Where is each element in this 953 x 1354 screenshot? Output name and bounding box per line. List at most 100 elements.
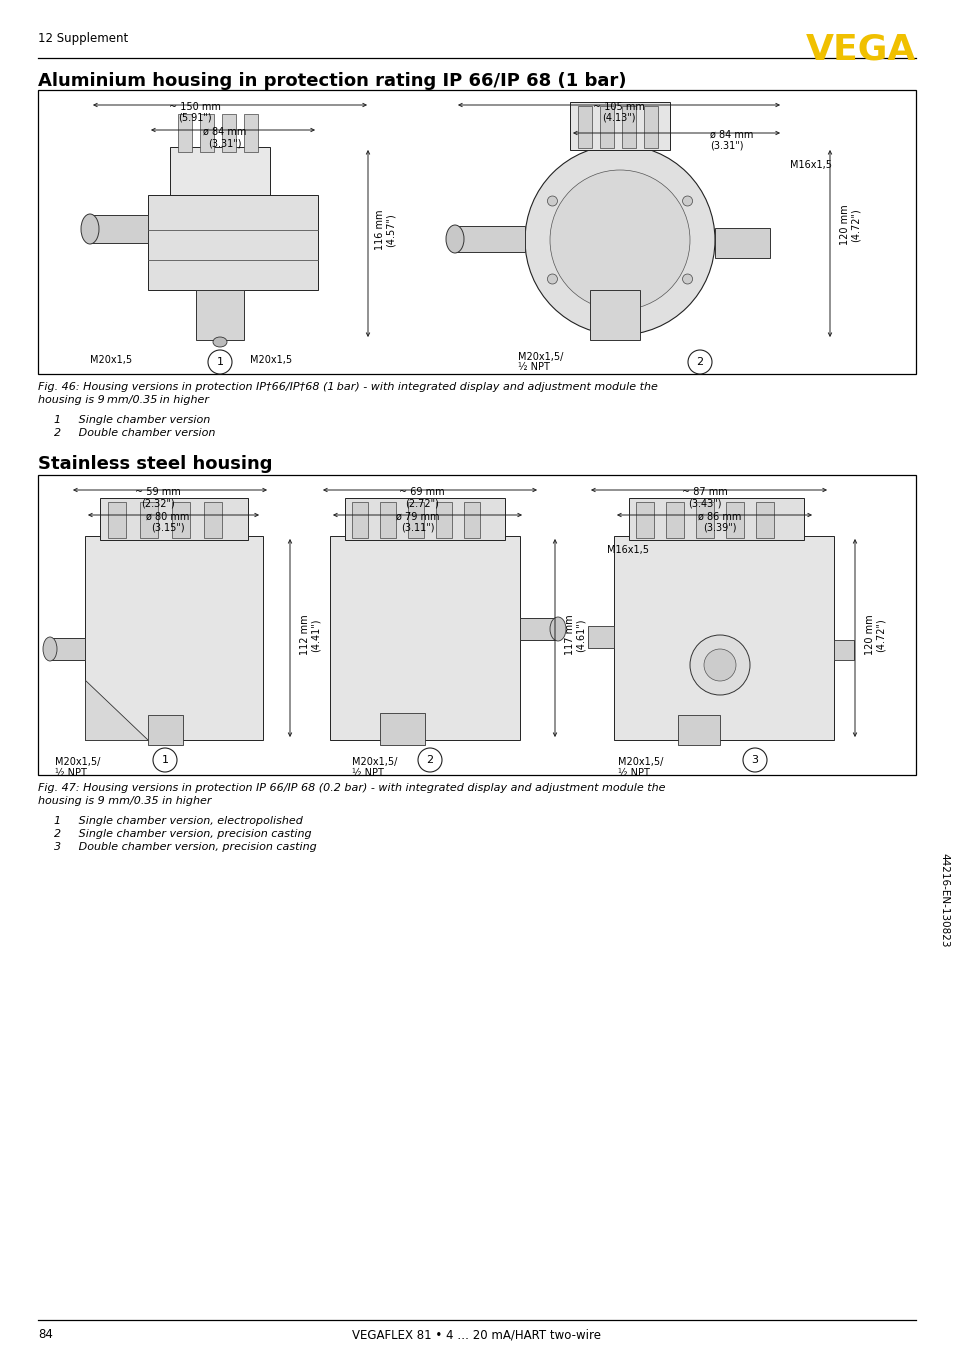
Bar: [678, 715, 720, 745]
Text: M20x1,5: M20x1,5: [90, 355, 132, 366]
Text: (4.72"): (4.72"): [850, 209, 861, 242]
Bar: [665, 502, 683, 538]
Text: ø 84 mm: ø 84 mm: [709, 130, 753, 139]
Bar: [100, 498, 248, 540]
Bar: [696, 502, 713, 538]
Bar: [244, 114, 257, 152]
Text: (3.31"): (3.31"): [709, 141, 742, 152]
Bar: [140, 502, 158, 538]
Text: M20x1,5/: M20x1,5/: [517, 352, 563, 362]
Circle shape: [681, 196, 692, 206]
Circle shape: [703, 649, 735, 681]
Circle shape: [742, 747, 766, 772]
Ellipse shape: [446, 225, 463, 253]
Circle shape: [152, 747, 177, 772]
Bar: [436, 502, 452, 538]
Bar: [38, 475, 915, 774]
Bar: [50, 638, 85, 659]
Text: (4.13"): (4.13"): [601, 112, 635, 123]
Text: M20x1,5/: M20x1,5/: [352, 757, 397, 766]
Text: ½ NPT: ½ NPT: [618, 768, 649, 779]
Text: 1     Single chamber version, electropolished: 1 Single chamber version, electropolishe…: [54, 816, 302, 826]
Text: ~ 59 mm: ~ 59 mm: [135, 487, 181, 497]
Bar: [352, 502, 368, 538]
Text: (3.15"): (3.15"): [151, 523, 185, 533]
Circle shape: [689, 635, 749, 695]
Text: (3.31"): (3.31"): [208, 138, 241, 148]
Text: (3.39"): (3.39"): [702, 523, 736, 533]
Text: 112 mm: 112 mm: [299, 615, 310, 655]
Text: ø 79 mm: ø 79 mm: [395, 512, 439, 523]
Text: 116 mm: 116 mm: [375, 210, 385, 250]
Polygon shape: [85, 680, 148, 741]
Text: 117 mm: 117 mm: [564, 615, 575, 655]
Text: 1     Single chamber version: 1 Single chamber version: [54, 414, 210, 425]
Text: 2: 2: [426, 756, 433, 765]
Text: (3.43"): (3.43"): [687, 498, 721, 508]
Text: 44216-EN-130823: 44216-EN-130823: [938, 853, 948, 948]
Text: M20x1,5: M20x1,5: [250, 355, 292, 366]
Text: ~ 87 mm: ~ 87 mm: [681, 487, 727, 497]
Text: Fig. 46: Housing versions in protection IP†66/IP†68 (1 bar) - with integrated di: Fig. 46: Housing versions in protection …: [38, 382, 658, 393]
Text: (4.41"): (4.41"): [311, 619, 320, 651]
Text: 1: 1: [216, 357, 223, 367]
Text: housing is 9 mm/0.35 in higher: housing is 9 mm/0.35 in higher: [38, 395, 209, 405]
Circle shape: [681, 274, 692, 284]
Text: 2: 2: [696, 357, 702, 367]
Circle shape: [687, 349, 711, 374]
Bar: [178, 114, 192, 152]
Bar: [379, 502, 395, 538]
Bar: [345, 498, 504, 540]
Text: ½ NPT: ½ NPT: [517, 362, 549, 372]
Text: (4.57"): (4.57"): [386, 213, 395, 246]
Text: (2.72"): (2.72"): [405, 498, 438, 508]
Circle shape: [208, 349, 232, 374]
Bar: [519, 617, 558, 640]
Bar: [148, 715, 183, 745]
Circle shape: [547, 196, 557, 206]
Text: ~ 150 mm: ~ 150 mm: [169, 102, 221, 112]
Text: 2     Double chamber version: 2 Double chamber version: [54, 428, 215, 437]
Text: 2     Single chamber version, precision casting: 2 Single chamber version, precision cast…: [54, 829, 312, 839]
Bar: [455, 226, 524, 252]
Text: VEGA: VEGA: [804, 32, 915, 66]
Text: (5.91"): (5.91"): [178, 112, 212, 123]
Text: ø 80 mm: ø 80 mm: [146, 512, 190, 523]
Circle shape: [547, 274, 557, 284]
Text: housing is 9 mm/0.35 in higher: housing is 9 mm/0.35 in higher: [38, 796, 212, 806]
Bar: [85, 536, 263, 741]
Bar: [833, 640, 853, 659]
Bar: [148, 195, 317, 290]
Text: 1: 1: [161, 756, 169, 765]
Bar: [614, 536, 833, 741]
Bar: [172, 502, 190, 538]
Ellipse shape: [213, 337, 227, 347]
Text: Stainless steel housing: Stainless steel housing: [38, 455, 273, 473]
Bar: [170, 148, 270, 195]
Text: ½ NPT: ½ NPT: [352, 768, 383, 779]
Bar: [636, 502, 654, 538]
Text: ø 86 mm: ø 86 mm: [698, 512, 740, 523]
Bar: [578, 106, 592, 148]
Text: M16x1,5: M16x1,5: [606, 546, 648, 555]
Text: ø 84 mm: ø 84 mm: [203, 127, 247, 137]
Ellipse shape: [81, 214, 99, 244]
Text: Aluminium housing in protection rating IP 66/IP 68 (1 bar): Aluminium housing in protection rating I…: [38, 72, 626, 89]
Text: M20x1,5/: M20x1,5/: [618, 757, 662, 766]
Bar: [222, 114, 235, 152]
Bar: [755, 502, 773, 538]
Bar: [330, 536, 519, 741]
Bar: [725, 502, 743, 538]
Circle shape: [417, 747, 441, 772]
Text: VEGAFLEX 81 • 4 … 20 mA/HART two-wire: VEGAFLEX 81 • 4 … 20 mA/HART two-wire: [352, 1328, 601, 1340]
Bar: [38, 89, 915, 374]
Ellipse shape: [43, 636, 57, 661]
Bar: [204, 502, 222, 538]
Ellipse shape: [550, 617, 565, 640]
Text: (4.72"): (4.72"): [875, 619, 885, 651]
Bar: [714, 227, 769, 259]
Bar: [108, 502, 126, 538]
Bar: [379, 714, 424, 745]
Bar: [628, 498, 803, 540]
Text: ~ 69 mm: ~ 69 mm: [398, 487, 444, 497]
